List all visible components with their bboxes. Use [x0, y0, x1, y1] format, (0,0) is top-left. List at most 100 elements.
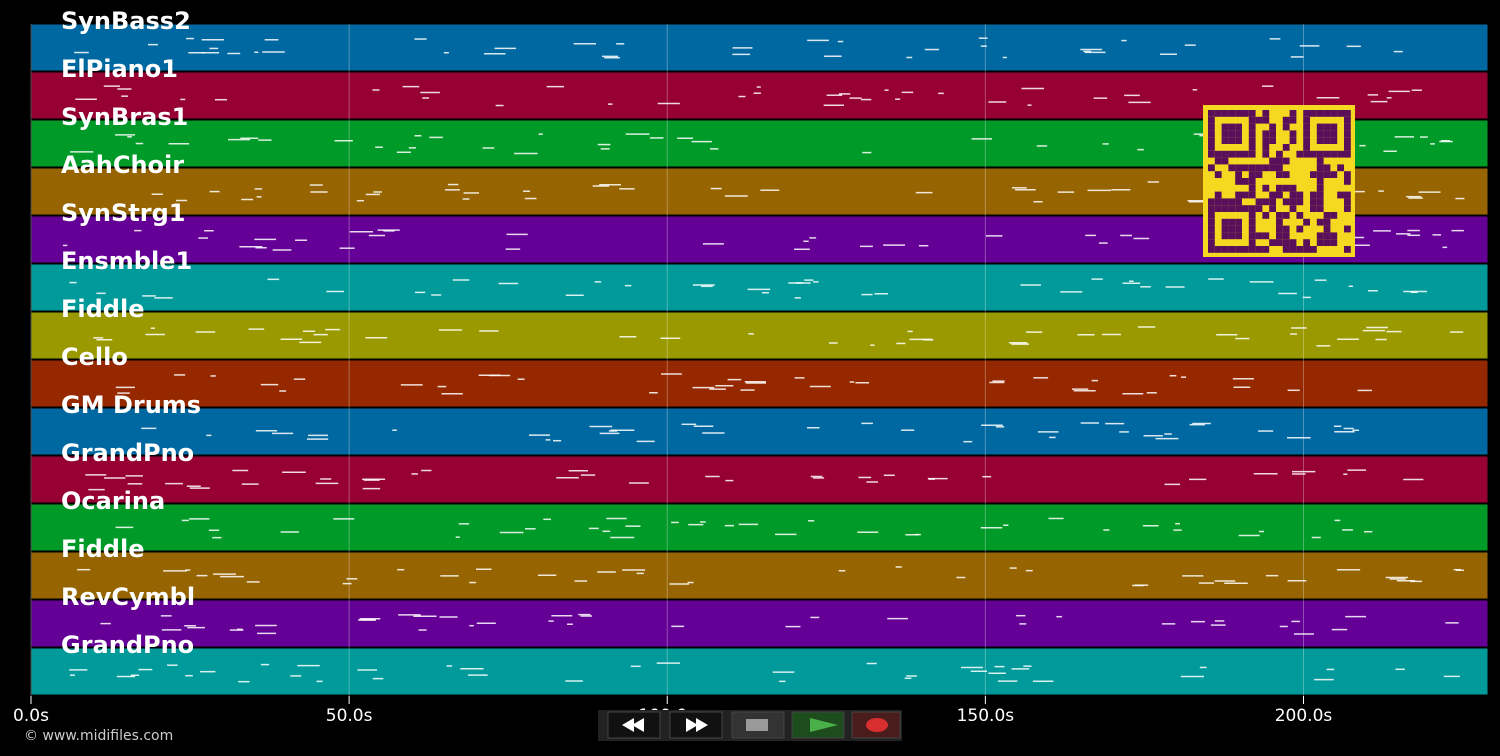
track-band — [30, 551, 1489, 600]
record-button[interactable] — [851, 711, 901, 739]
qr-module — [1276, 164, 1283, 172]
qr-module — [1248, 205, 1256, 212]
play-button[interactable] — [791, 711, 845, 739]
qr-module — [1323, 130, 1331, 138]
qr-module — [1208, 218, 1215, 226]
qr-module — [1208, 239, 1215, 246]
qr-module — [1235, 171, 1242, 178]
qr-module — [1248, 137, 1256, 144]
qr-module — [1208, 205, 1215, 212]
qr-module — [1282, 171, 1290, 178]
qr-module — [1296, 225, 1304, 233]
qr-module — [1330, 137, 1338, 144]
qr-module — [1228, 123, 1236, 131]
qr-module — [1330, 232, 1338, 240]
qr-module — [1344, 171, 1351, 178]
qr-module — [1221, 246, 1229, 253]
qr-module — [1303, 239, 1310, 246]
qr-module — [1310, 205, 1317, 212]
qr-module — [1208, 232, 1215, 240]
qr-module — [1228, 205, 1236, 212]
qr-module — [1221, 225, 1229, 233]
player-controls — [598, 710, 902, 741]
qr-module — [1228, 246, 1236, 253]
qr-module — [1208, 150, 1215, 158]
qr-module — [1303, 130, 1310, 138]
rewind-button[interactable] — [607, 711, 661, 739]
qr-module — [1242, 191, 1249, 199]
qr-module — [1214, 198, 1222, 206]
qr-module — [1248, 110, 1256, 117]
qr-module — [1248, 212, 1256, 219]
qr-module — [1228, 218, 1236, 226]
qr-module — [1262, 246, 1270, 253]
qr-module — [1262, 130, 1270, 138]
qr-module — [1228, 110, 1236, 117]
qr-module — [1235, 130, 1242, 138]
qr-module — [1269, 198, 1276, 206]
qr-module — [1282, 116, 1290, 124]
qr-module — [1282, 239, 1290, 246]
track-labels: SynBass2 ElPiano1 SynBras1 AahChoir SynStrg1… — [61, 7, 201, 659]
qr-module — [1282, 144, 1290, 151]
qr-module — [1208, 164, 1215, 172]
qr-module — [1303, 110, 1310, 117]
qr-module — [1344, 130, 1351, 138]
qr-module — [1323, 225, 1331, 233]
track-band — [30, 407, 1489, 456]
qr-module — [1262, 150, 1270, 158]
qr-module — [1323, 232, 1331, 240]
qr-module — [1208, 116, 1215, 124]
qr-module — [1344, 110, 1351, 117]
track-name: SynBras1 — [61, 103, 188, 131]
qr-module — [1235, 205, 1242, 212]
qr-module — [1344, 198, 1351, 206]
forward-button[interactable] — [669, 711, 723, 739]
track-name: Fiddle — [61, 295, 144, 323]
track-name: GM Drums — [61, 391, 201, 419]
qr-module — [1262, 184, 1270, 192]
qr-module — [1269, 157, 1276, 165]
qr-module — [1276, 184, 1283, 192]
stop-button[interactable] — [731, 711, 785, 739]
qr-module — [1323, 150, 1331, 158]
qr-module — [1221, 198, 1229, 206]
qr-module — [1282, 123, 1290, 131]
qr-module — [1289, 205, 1297, 212]
qr-module — [1323, 212, 1331, 219]
qr-module — [1208, 144, 1215, 151]
qr-module — [1282, 157, 1290, 165]
tick-label: 200.0s — [1275, 706, 1333, 726]
qr-module — [1262, 137, 1270, 144]
qr-module — [1214, 171, 1222, 178]
qr-module — [1310, 191, 1317, 199]
track-band — [30, 599, 1489, 648]
qr-module — [1262, 164, 1270, 172]
qr-module — [1228, 130, 1236, 138]
tick-label: 150.0s — [957, 706, 1015, 726]
track-band — [30, 647, 1489, 696]
qr-module — [1255, 232, 1263, 240]
qr-module — [1282, 184, 1290, 192]
track-name: Fiddle — [61, 535, 144, 563]
qr-module — [1330, 212, 1338, 219]
track-name: GrandPno — [61, 439, 194, 467]
qr-module — [1323, 137, 1331, 144]
qr-module — [1330, 150, 1338, 158]
track-name: Ocarina — [61, 487, 165, 515]
qr-module — [1221, 137, 1229, 144]
qr-module — [1255, 164, 1263, 172]
qr-module — [1262, 212, 1270, 219]
qr-module — [1221, 218, 1229, 226]
qr-module — [1248, 232, 1256, 240]
qr-module — [1337, 150, 1344, 158]
qr-module — [1214, 157, 1222, 165]
qr-module — [1316, 130, 1324, 138]
qr-module — [1228, 225, 1236, 233]
qr-module — [1344, 205, 1351, 212]
qr-module — [1344, 150, 1351, 158]
qr-module — [1235, 123, 1242, 131]
qr-module — [1344, 178, 1351, 185]
qr-module — [1289, 130, 1297, 138]
